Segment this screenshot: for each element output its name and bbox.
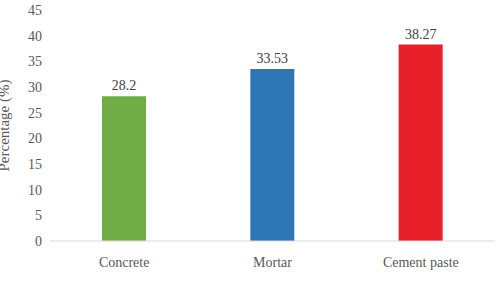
svg-text:Percentage (%): Percentage (%) (8, 79, 13, 171)
svg-text:28.2: 28.2 (112, 78, 137, 93)
svg-text:Concrete: Concrete (99, 255, 150, 270)
svg-text:35: 35 (28, 54, 42, 69)
svg-text:5: 5 (35, 208, 42, 223)
svg-text:Cement paste: Cement paste (383, 255, 459, 270)
svg-text:10: 10 (28, 183, 42, 198)
svg-text:15: 15 (28, 157, 42, 172)
svg-text:20: 20 (28, 131, 42, 146)
svg-text:Mortar: Mortar (253, 255, 292, 270)
svg-text:30: 30 (28, 80, 42, 95)
svg-text:40: 40 (28, 29, 42, 44)
svg-text:25: 25 (28, 106, 42, 121)
svg-text:38.27: 38.27 (405, 27, 437, 42)
svg-text:33.53: 33.53 (257, 51, 289, 66)
svg-text:0: 0 (35, 234, 42, 249)
svg-text:45: 45 (28, 3, 42, 18)
